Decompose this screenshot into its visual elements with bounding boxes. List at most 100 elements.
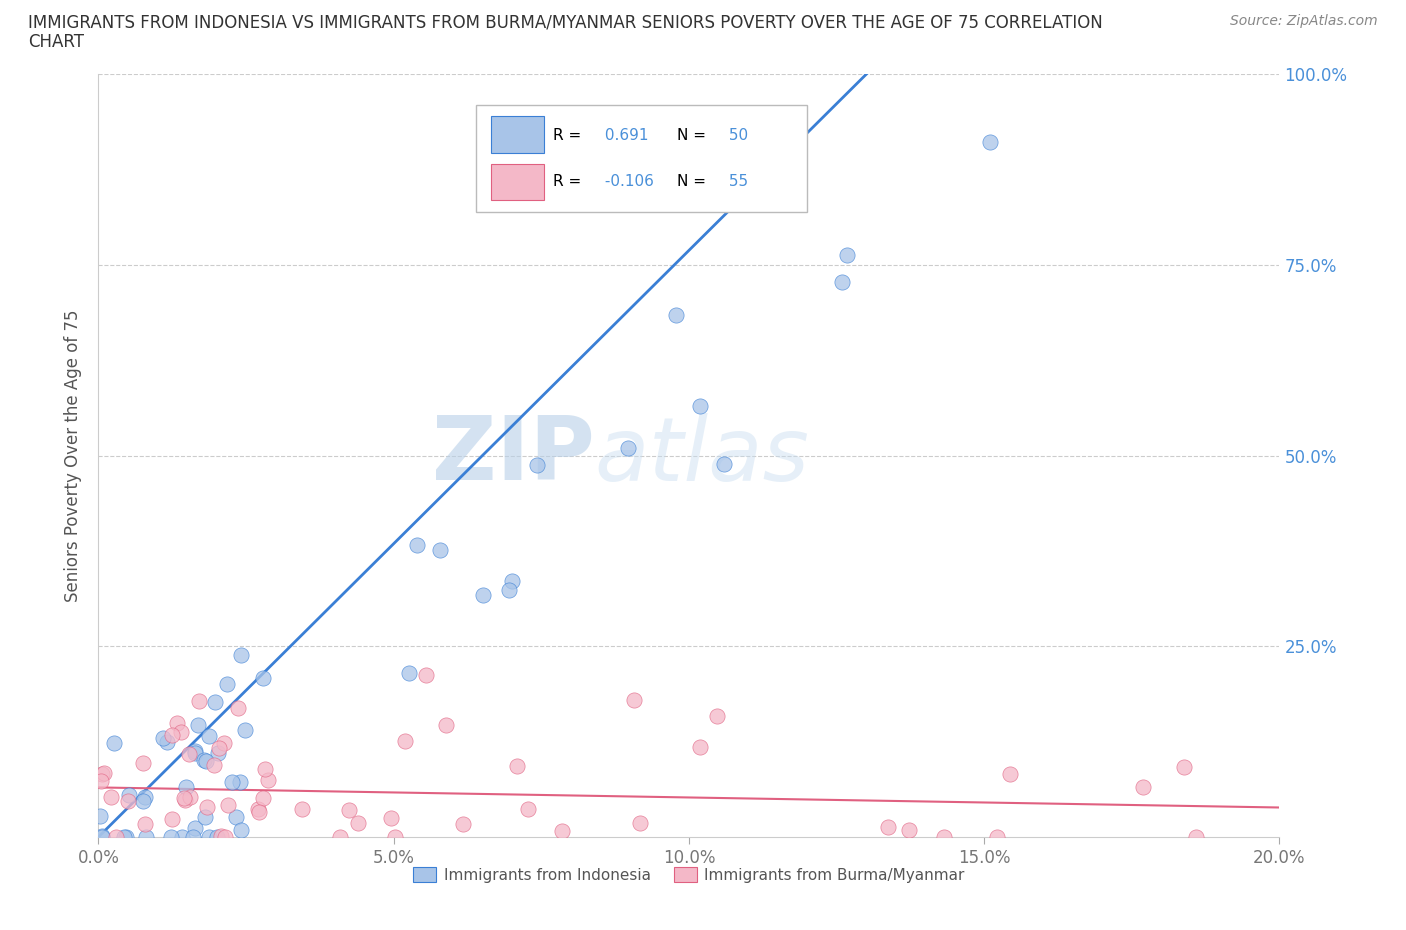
Point [91, 766, 114, 781]
Point [198, 728, 221, 743]
Point [689, 399, 711, 414]
Point [526, 458, 548, 472]
Point [384, 830, 406, 844]
Point [217, 798, 239, 813]
Point [184, 820, 207, 835]
Point [233, 723, 256, 737]
Point [131, 794, 153, 809]
Text: 55: 55 [724, 174, 748, 189]
Point [188, 694, 211, 709]
Point [89, 808, 111, 823]
Text: 0.691: 0.691 [600, 128, 648, 143]
Point [337, 803, 360, 817]
Text: IMMIGRANTS FROM INDONESIA VS IMMIGRANTS FROM BURMA/MYANMAR SENIORS POVERTY OVER : IMMIGRANTS FROM INDONESIA VS IMMIGRANTS … [28, 14, 1102, 32]
Point [135, 830, 157, 844]
Point [174, 792, 197, 807]
Point [252, 790, 274, 805]
Text: R =: R = [553, 174, 581, 189]
Point [117, 794, 139, 809]
Point [665, 308, 688, 323]
Text: N =: N = [678, 128, 706, 143]
Text: atlas: atlas [595, 413, 810, 498]
Point [986, 830, 1008, 844]
Point [117, 788, 139, 803]
Point [398, 666, 420, 681]
Point [166, 715, 188, 730]
Point [134, 789, 156, 804]
Point [187, 718, 209, 733]
Point [876, 819, 898, 834]
Point [394, 733, 416, 748]
Point [209, 829, 232, 844]
Point [173, 790, 195, 805]
Point [689, 739, 711, 754]
Point [184, 744, 207, 759]
Text: ZIP: ZIP [432, 412, 595, 499]
Point [91, 829, 114, 844]
Point [225, 809, 247, 824]
Point [291, 801, 314, 816]
Point [214, 830, 236, 844]
Point [179, 747, 201, 762]
Point [979, 135, 1001, 150]
Point [160, 830, 183, 844]
Bar [491, 164, 544, 200]
Point [898, 822, 921, 837]
Text: CHART: CHART [28, 33, 84, 50]
Point [221, 775, 243, 790]
Point [132, 755, 155, 770]
Point [202, 758, 225, 773]
Point [628, 816, 651, 830]
Bar [491, 116, 544, 153]
Point [1173, 759, 1195, 774]
Point [517, 802, 540, 817]
Point [226, 700, 249, 715]
Point [184, 746, 207, 761]
Point [152, 731, 174, 746]
Point [498, 582, 520, 597]
Point [1132, 779, 1154, 794]
Point [90, 773, 112, 788]
Point [229, 775, 252, 790]
Point [429, 543, 451, 558]
Point [229, 647, 252, 662]
Point [160, 811, 183, 826]
FancyBboxPatch shape [477, 105, 807, 212]
Point [257, 772, 280, 787]
Text: R =: R = [553, 128, 581, 143]
Point [207, 745, 229, 760]
Point [195, 753, 218, 768]
Point [194, 810, 217, 825]
Y-axis label: Seniors Poverty Over the Age of 75: Seniors Poverty Over the Age of 75 [65, 310, 83, 602]
Point [181, 830, 204, 844]
Point [837, 248, 859, 263]
Point [551, 823, 574, 838]
Point [329, 830, 352, 844]
Point [134, 816, 156, 830]
Point [406, 538, 429, 552]
Point [160, 728, 183, 743]
Point [214, 736, 236, 751]
Point [100, 790, 122, 804]
Point [197, 799, 219, 814]
Point [93, 766, 115, 781]
Point [176, 779, 198, 794]
Point [252, 671, 274, 685]
Point [229, 822, 252, 837]
Point [156, 735, 179, 750]
Point [434, 717, 457, 732]
Point [934, 830, 956, 844]
Point [198, 830, 221, 844]
Point [193, 753, 215, 768]
Point [114, 830, 136, 844]
Point [205, 830, 228, 844]
Point [831, 275, 853, 290]
Point [254, 762, 277, 777]
Point [208, 740, 231, 755]
Point [217, 677, 239, 692]
Point [112, 830, 135, 844]
Point [380, 811, 402, 826]
Point [998, 766, 1021, 781]
Point [346, 816, 368, 830]
Point [204, 695, 226, 710]
